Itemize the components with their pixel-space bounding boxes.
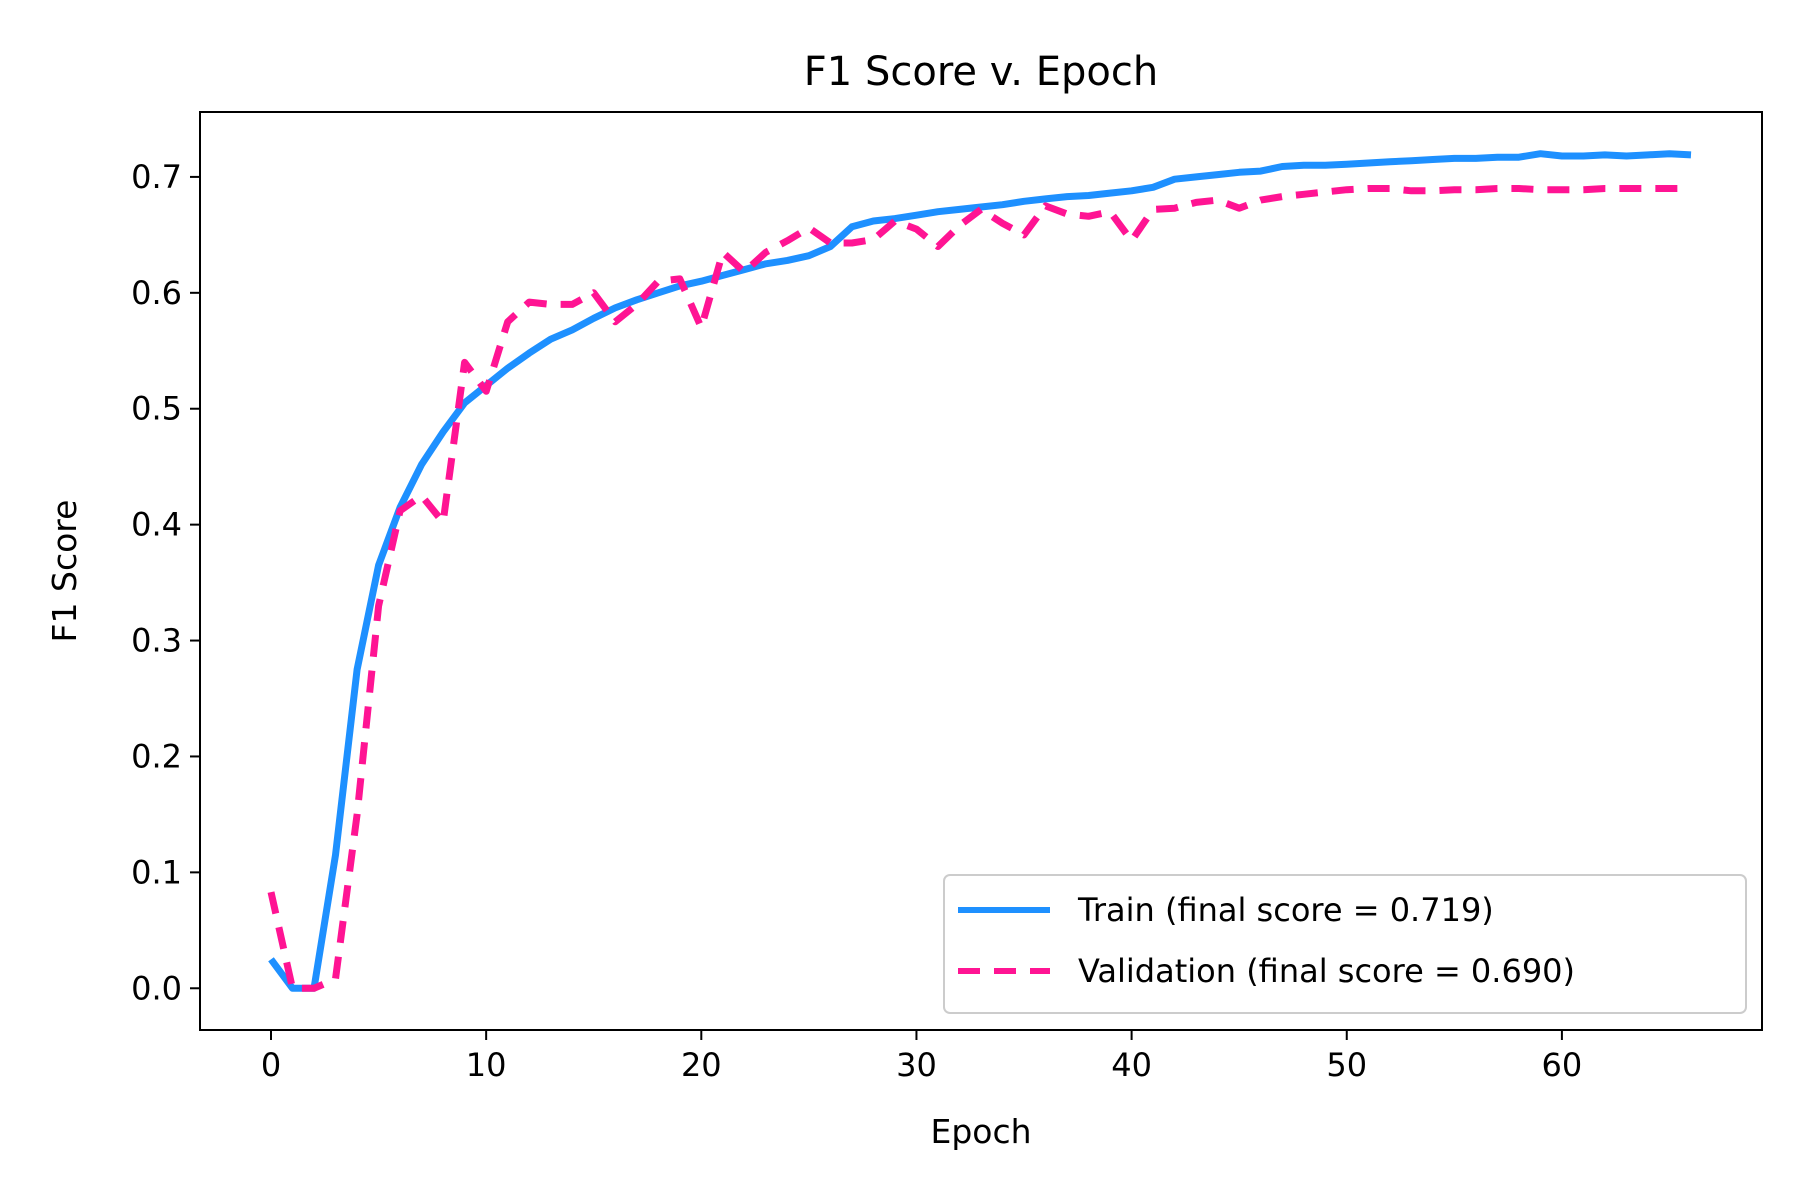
x-tick-label: 0 [261, 1046, 281, 1084]
y-tick-label: 0.6 [131, 274, 182, 312]
y-tick-label: 0.0 [131, 969, 182, 1007]
legend-validation-label: Validation (final score = 0.690) [1078, 952, 1575, 990]
validation-series-line [267, 185, 1691, 992]
legend-box [943, 874, 1747, 1014]
y-tick-label: 0.2 [131, 737, 182, 775]
x-axis-label: Epoch [930, 1112, 1031, 1151]
series-layer [267, 150, 1692, 992]
x-tick-label: 10 [466, 1046, 507, 1084]
y-tick-label: 0.7 [131, 158, 182, 196]
x-tick-label: 50 [1326, 1046, 1367, 1084]
y-tick-label: 0.5 [131, 390, 182, 428]
y-tick-label: 0.4 [131, 506, 182, 544]
x-tick-label: 40 [1111, 1046, 1152, 1084]
x-tick-label: 20 [681, 1046, 722, 1084]
plot-frame [199, 111, 1763, 1031]
x-tick-label: 30 [896, 1046, 937, 1084]
train-series-line [268, 150, 1692, 992]
chart-title: F1 Score v. Epoch [804, 49, 1158, 95]
legend-train-label: Train (final score = 0.719) [1077, 891, 1494, 929]
x-tick-label: 60 [1542, 1046, 1583, 1084]
y-tick-label: 0.1 [131, 853, 182, 891]
legend: Train (final score = 0.719) Validation (… [943, 874, 1747, 1014]
y-tick-label: 0.3 [131, 622, 182, 660]
ticks-layer: 0 10 20 30 40 50 60 0.0 0.1 0.2 0.3 0.4 0.5 0.6 0.7 [131, 158, 1582, 1084]
y-axis-label: F1 Score [45, 500, 84, 643]
